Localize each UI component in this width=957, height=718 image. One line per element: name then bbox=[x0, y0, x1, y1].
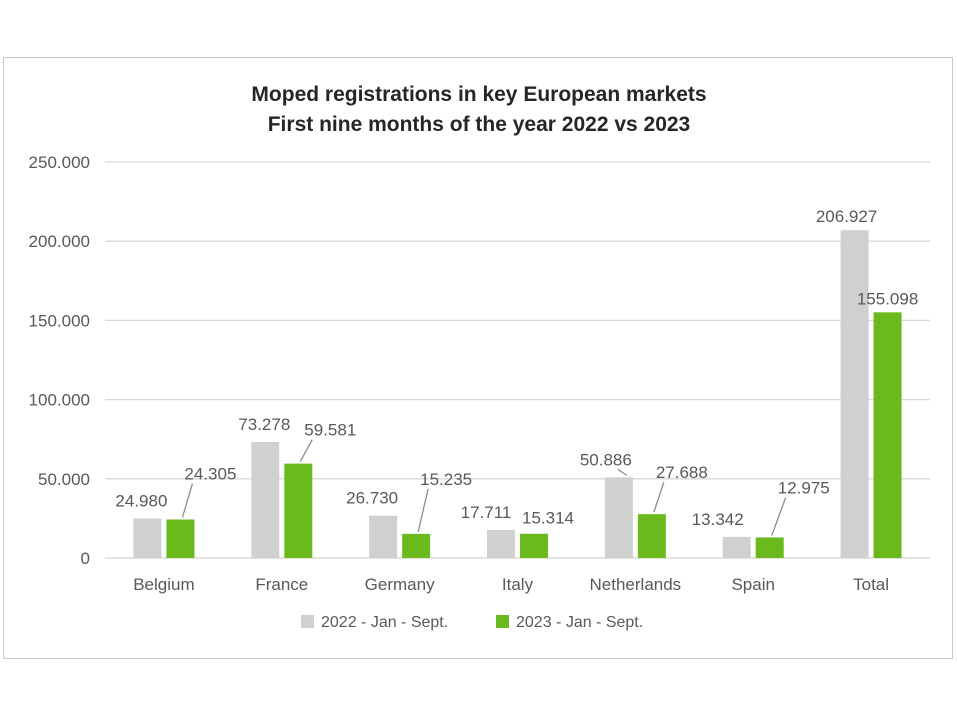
data-label: 50.886 bbox=[580, 450, 632, 469]
bar-2023 bbox=[637, 514, 666, 558]
data-label: 155.098 bbox=[857, 289, 918, 308]
chart-frame: Moped registrations in key European mark… bbox=[3, 57, 953, 659]
legend: 2022 - Jan - Sept. 2023 - Jan - Sept. bbox=[301, 614, 643, 631]
y-tick-label: 150.000 bbox=[29, 311, 90, 330]
bar-2022 bbox=[840, 230, 869, 558]
x-category-label: France bbox=[255, 575, 308, 594]
x-category-label: Germany bbox=[365, 575, 435, 594]
bar-2023 bbox=[402, 533, 431, 558]
data-label: 24.305 bbox=[184, 465, 236, 484]
bar-2022 bbox=[604, 477, 633, 558]
y-tick-label: 200.000 bbox=[29, 232, 90, 251]
data-label: 26.730 bbox=[346, 489, 398, 508]
x-category-label: Belgium bbox=[133, 575, 194, 594]
bar-2022 bbox=[251, 441, 280, 558]
data-label: 17.711 bbox=[461, 503, 512, 522]
chart-title-line-1: Moped registrations in key European mark… bbox=[251, 83, 706, 106]
data-label: 24.980 bbox=[115, 491, 167, 510]
data-labels: 24.980 24.305 73.278 59.581 26.730 15.235 17.7… bbox=[115, 207, 918, 529]
bar-2023 bbox=[166, 519, 195, 558]
data-label: 12.975 bbox=[778, 478, 830, 497]
x-category-label: Netherlands bbox=[590, 575, 682, 594]
chart-title-line-2: First nine months of the year 2022 vs 20… bbox=[268, 113, 691, 136]
data-label: 27.688 bbox=[656, 463, 708, 482]
bar-2022 bbox=[133, 518, 162, 558]
y-tick-label: 250.000 bbox=[29, 153, 90, 172]
data-label: 206.927 bbox=[816, 207, 877, 226]
x-category-label: Total bbox=[853, 575, 889, 594]
data-label: 73.278 bbox=[238, 415, 290, 434]
bar-2022 bbox=[722, 536, 751, 558]
bar-2023 bbox=[284, 463, 313, 558]
data-label: 59.581 bbox=[304, 421, 356, 440]
bar-chart: Moped registrations in key European mark… bbox=[29, 83, 930, 631]
leader-line bbox=[771, 497, 787, 536]
legend-label: 2022 - Jan - Sept. bbox=[321, 614, 448, 631]
x-category-label: Spain bbox=[731, 575, 774, 594]
x-category-label: Italy bbox=[502, 575, 534, 594]
data-label: 15.314 bbox=[522, 509, 574, 528]
y-tick-label: 100.000 bbox=[29, 391, 90, 410]
bar-2023 bbox=[873, 312, 902, 558]
y-tick-label: 0 bbox=[81, 549, 90, 568]
label-leader-lines bbox=[181, 439, 787, 536]
bars bbox=[133, 230, 902, 558]
leader-line bbox=[617, 468, 628, 476]
x-axis-categories: Belgium France Germany Italy Netherlands Spai… bbox=[133, 575, 889, 594]
bar-2022 bbox=[369, 515, 398, 558]
leader-line bbox=[417, 488, 429, 533]
y-axis-ticks: 0 50.000 100.000 150.000 200.000 250.000 bbox=[29, 153, 90, 568]
leader-line bbox=[299, 439, 313, 462]
gridlines bbox=[105, 161, 930, 559]
bar-2023 bbox=[755, 537, 784, 558]
legend-swatch bbox=[301, 615, 314, 628]
leader-line bbox=[653, 481, 665, 513]
y-tick-label: 50.000 bbox=[38, 470, 90, 489]
legend-swatch bbox=[496, 615, 509, 628]
legend-label: 2023 - Jan - Sept. bbox=[516, 614, 643, 631]
data-label: 13.342 bbox=[692, 510, 744, 529]
bar-2022 bbox=[487, 529, 515, 558]
bar-2023 bbox=[520, 533, 548, 558]
leader-line bbox=[181, 483, 194, 518]
data-label: 15.235 bbox=[420, 470, 472, 489]
